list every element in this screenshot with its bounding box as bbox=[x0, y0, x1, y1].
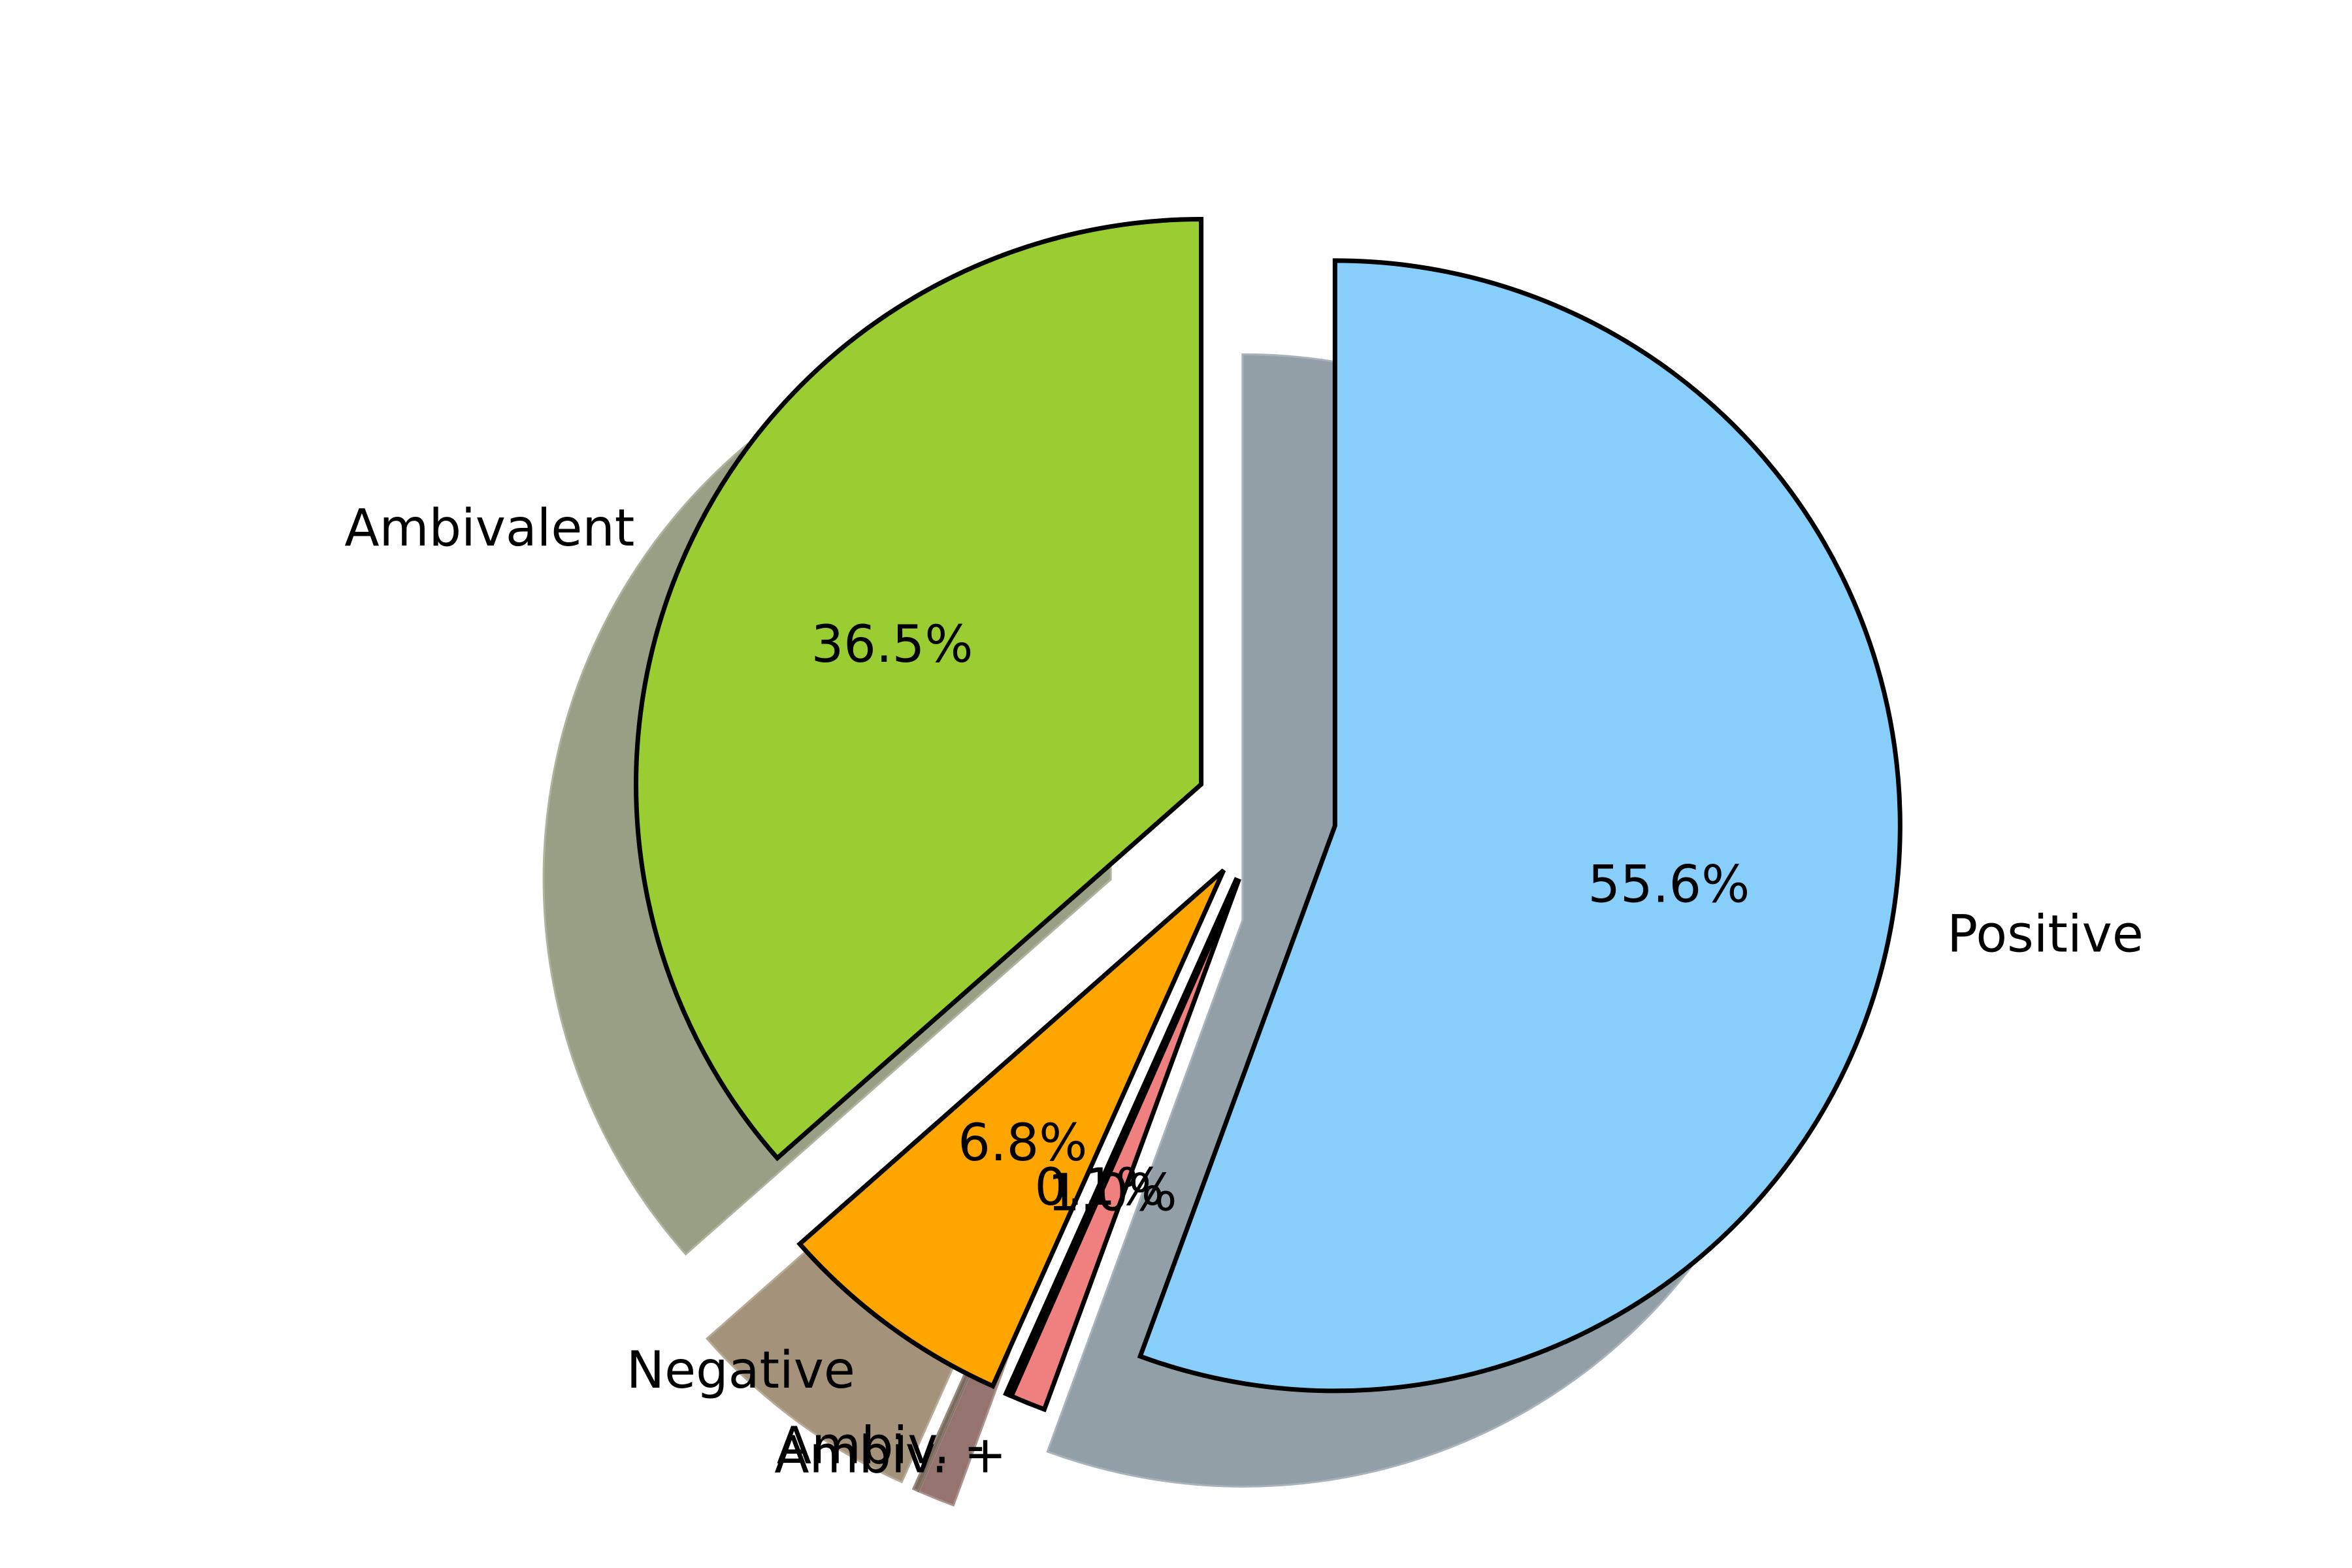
pct-label-ambiv: 0.1% bbox=[1034, 1158, 1164, 1217]
slice-ambiv bbox=[1008, 877, 1241, 1413]
pct-label-negative: 6.8% bbox=[958, 1114, 1087, 1173]
slice-label-ambiv: Ambiv. + bbox=[774, 1426, 1007, 1485]
percent-labels: 55.6% 1.0%0.1%6.8% 36.5% bbox=[811, 615, 1750, 1223]
slice-label-ambivalent: Ambivalent bbox=[344, 499, 634, 558]
pct-label-ambivalent: 36.5% bbox=[811, 615, 973, 674]
slice-labels: Positive Ambiv. +Ambiv. - Negative Ambivale… bbox=[344, 499, 2144, 1485]
slice-label-positive: Positive bbox=[1947, 905, 2144, 964]
slice-negative bbox=[796, 868, 1226, 1390]
pct-label-positive: 55.6% bbox=[1588, 856, 1750, 915]
slice-ambivalent bbox=[634, 217, 1204, 1162]
slice-label-negative: Negative bbox=[627, 1341, 855, 1400]
pct-label-ambiv: 1.0% bbox=[1047, 1164, 1177, 1223]
slice-ambiv bbox=[1003, 877, 1239, 1398]
slice-label-ambiv: Ambiv. - bbox=[777, 1416, 985, 1475]
slice-positive bbox=[1137, 258, 1903, 1394]
slices bbox=[634, 217, 1903, 1413]
